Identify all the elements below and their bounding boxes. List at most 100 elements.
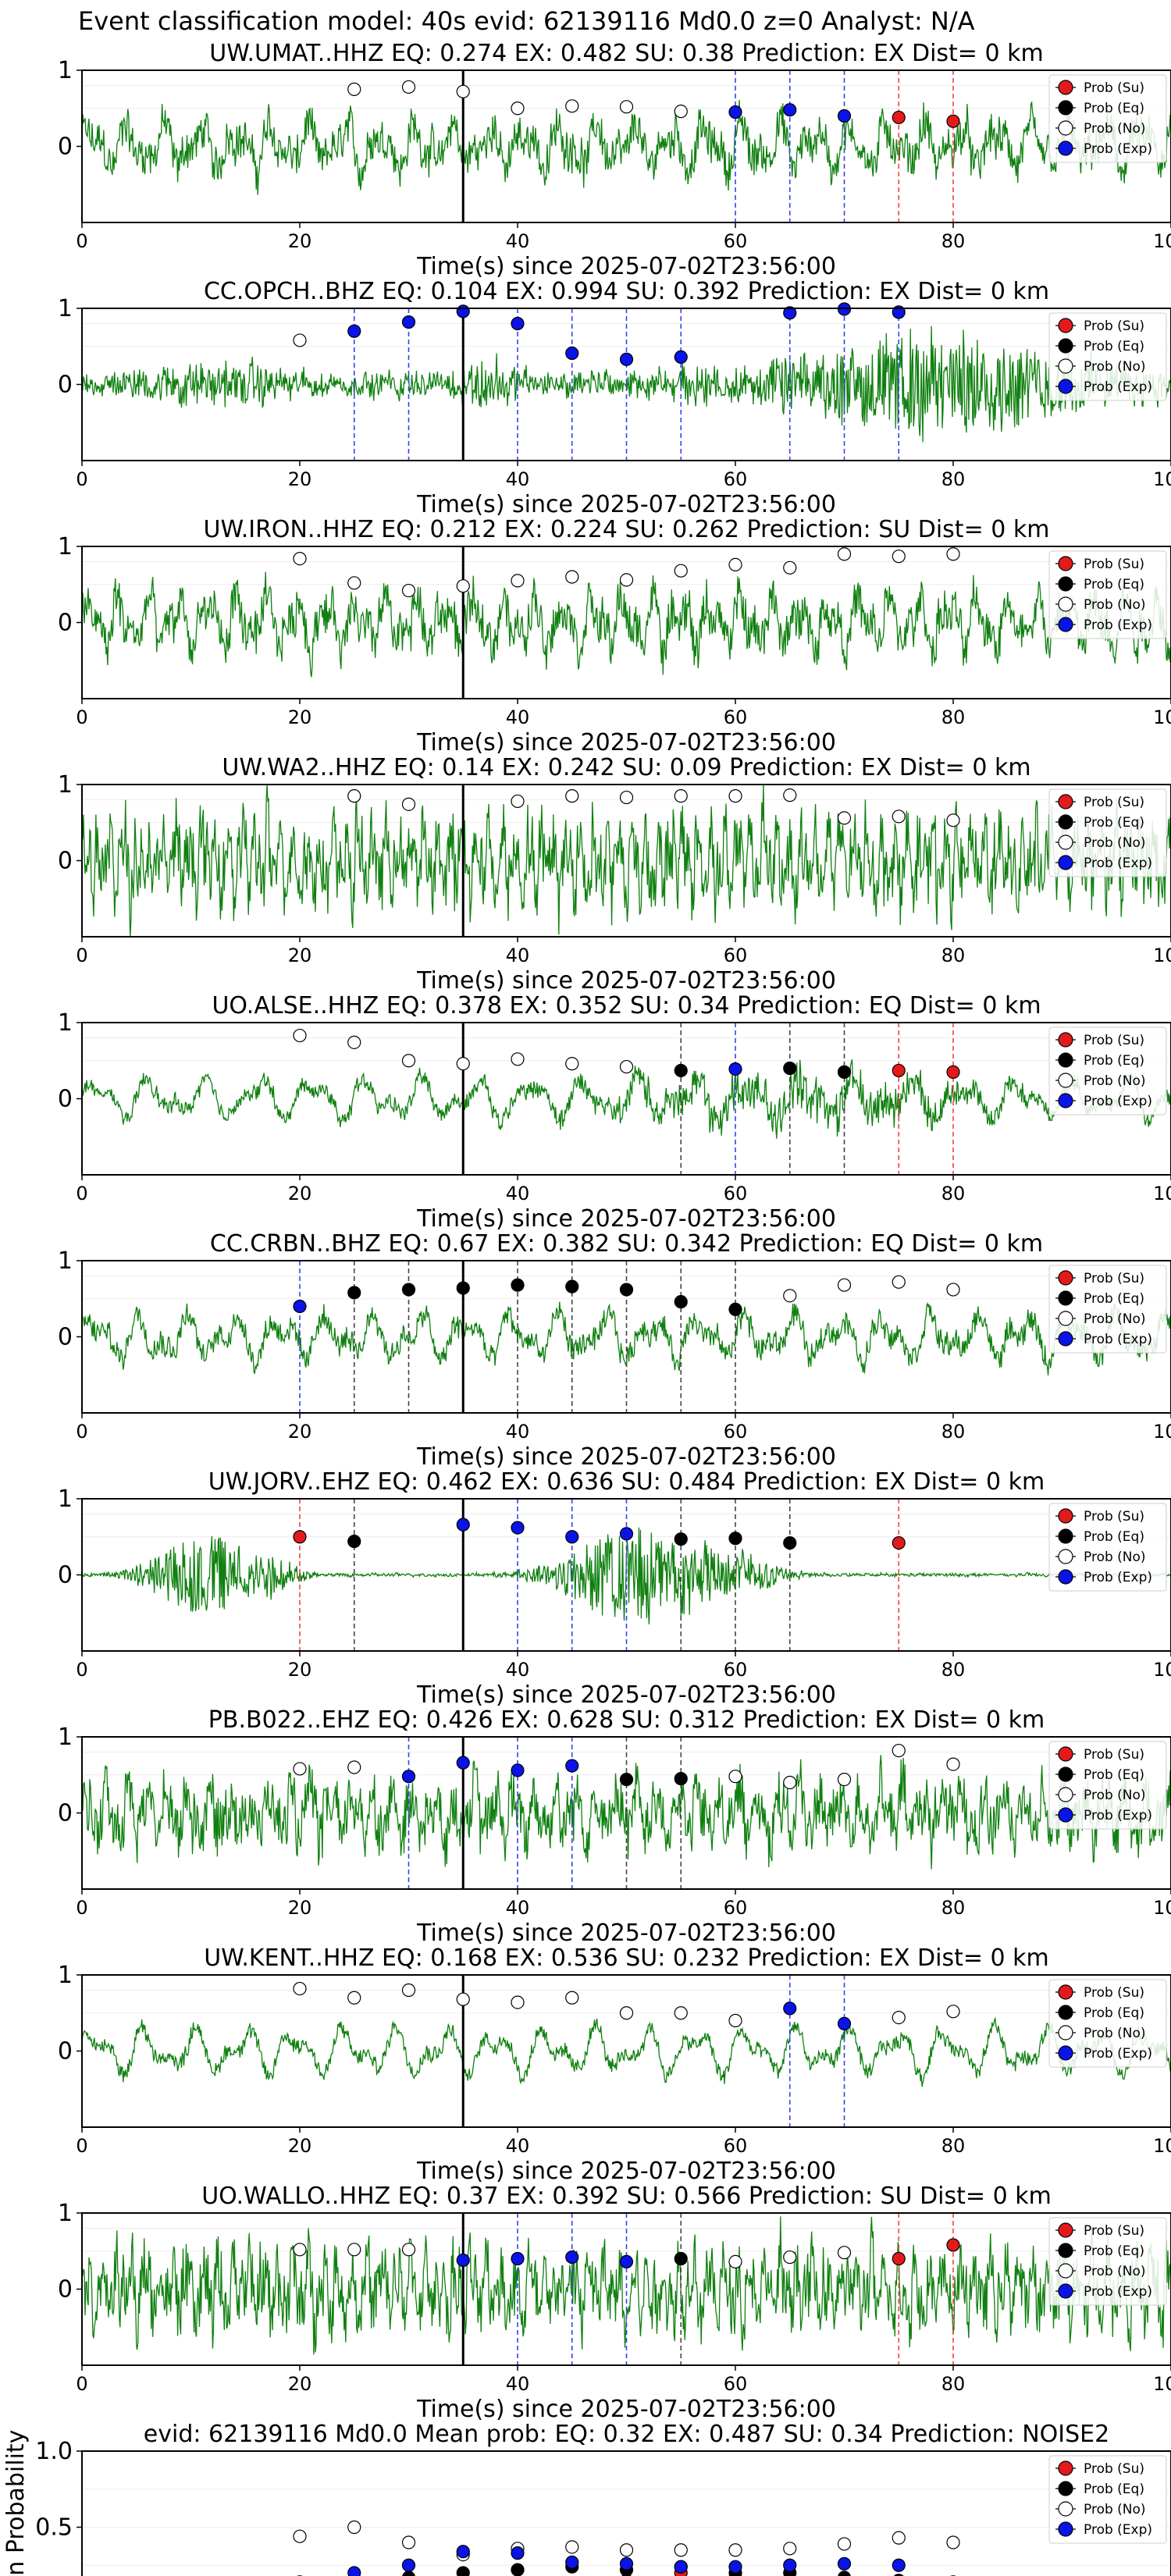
panel-title: UW.KENT..HHZ EQ: 0.168 EX: 0.536 SU: 0.2… [204,1944,1049,1972]
prob-point-exp [783,103,797,117]
legend-marker-no [1058,358,1073,374]
legend-box [1048,1026,1167,1115]
x-tick-label: 80 [941,945,966,966]
legend-marker-no [1058,596,1073,612]
prob-point-no [837,811,852,825]
prob-point-no [347,2243,361,2257]
panel-10: UO.WALLO..HHZ EQ: 0.37 EX: 0.392 SU: 0.5… [58,2183,1171,2423]
prob-point-exp [837,2016,852,2030]
x-tick-label: 20 [288,230,312,252]
legend-label-su: Prob (Su) [1084,1271,1144,1286]
mean-point-no [783,2542,797,2556]
prob-point-no [401,1983,416,1998]
prob-point-no [619,100,634,114]
mean-point-exp [565,2555,579,2569]
prob-point-exp [565,1530,579,1544]
panel-6: CC.CRBN..BHZ EQ: 0.67 EX: 0.382 SU: 0.34… [58,1230,1171,1471]
prob-point-no [347,1991,361,2005]
legend-label-exp: Prob (Exp) [1084,2284,1152,2300]
x-axis-label: Time(s) since 2025-07-02T23:56:00 [416,1681,836,1709]
legend-label-su: Prob (Su) [1084,80,1144,96]
legend-label-exp: Prob (Exp) [1084,2522,1152,2538]
panel-5: UO.ALSE..HHZ EQ: 0.378 EX: 0.352 SU: 0.3… [58,992,1171,1233]
x-tick-label: 60 [724,1183,748,1204]
prob-point-exp [293,1299,307,1314]
prob-point-no [347,82,361,96]
legend-marker-eq [1058,1290,1073,1306]
y-tick-label: 0 [58,1086,73,1113]
y-tick-label: 1.0 [35,2438,73,2465]
x-tick-label: 40 [506,1421,530,1443]
panel-7: UW.JORV..EHZ EQ: 0.462 EX: 0.636 SU: 0.4… [58,1468,1171,1709]
legend-label-no: Prob (No) [1084,1550,1146,1565]
x-tick-label: 20 [288,1659,312,1681]
prob-point-eq [347,1286,361,1300]
mean-point-eq [893,2574,904,2576]
x-tick-label: 40 [506,468,530,490]
prob-point-exp [456,2253,470,2268]
x-tick-label: 40 [506,1897,530,1919]
prob-point-eq [619,1283,634,1297]
panel-4: UW.WA2..HHZ EQ: 0.14 EX: 0.242 SU: 0.09 … [58,754,1171,994]
mean-point-exp [401,2558,416,2572]
legend-label-exp: Prob (Exp) [1084,2046,1152,2062]
y-tick-label: 1 [58,1485,73,1513]
x-tick-label: 0 [76,706,87,728]
x-axis-label: Time(s) since 2025-07-02T23:56:00 [416,729,836,756]
legend-label-no: Prob (No) [1084,2502,1146,2517]
prob-point-no [619,1059,634,1074]
y-tick-label: 0 [58,1324,73,1351]
prob-point-no [837,547,852,561]
prob-point-no [511,1052,525,1066]
x-tick-label: 60 [724,230,748,252]
prob-point-exp [456,1517,470,1532]
waveform-trace [81,2016,1171,2087]
legend-marker-eq [1058,1767,1073,1782]
prob-point-no [674,2006,688,2020]
legend-marker-eq [1058,814,1073,830]
x-tick-label: 0 [76,1421,87,1443]
prob-point-no [783,560,797,575]
x-tick-label: 80 [941,2373,966,2395]
prob-point-no [674,105,688,119]
legend-box [1048,74,1167,163]
waveform-trace [81,99,1171,195]
x-tick-label: 80 [941,1659,966,1681]
prob-point-no [347,576,361,590]
legend-label-no: Prob (No) [1084,597,1146,613]
x-axis-label: Time(s) since 2025-07-02T23:56:00 [416,1205,836,1233]
x-tick-label: 60 [724,706,748,728]
prob-point-exp [401,1770,416,1784]
legend-box [1048,550,1167,639]
prob-point-no [565,789,579,803]
x-tick-label: 40 [506,2135,530,2157]
panel-title: CC.CRBN..BHZ EQ: 0.67 EX: 0.382 SU: 0.34… [210,1230,1043,1258]
prob-point-eq [728,1302,742,1317]
x-tick-label: 60 [724,2135,748,2157]
legend-marker-eq [1058,576,1073,592]
mean-point-no [401,2535,416,2549]
legend-label-exp: Prob (Exp) [1084,617,1152,633]
prob-point-su [946,114,960,128]
prob-point-no [401,797,416,811]
legend-marker-no [1058,2025,1073,2041]
x-tick-label: 100 [1153,706,1171,728]
x-tick-label: 60 [724,468,748,490]
prob-point-exp [511,2251,525,2266]
waveform-trace [81,1527,1171,1624]
prob-point-eq [674,1063,688,1078]
x-tick-label: 100 [1153,945,1171,966]
prob-point-no [293,1762,307,1776]
y-tick-label: 1 [58,771,73,799]
prob-point-su [892,1063,906,1078]
x-tick-label: 80 [941,2135,966,2157]
x-tick-label: 80 [941,706,966,728]
x-tick-label: 80 [941,1183,966,1204]
x-tick-label: 0 [76,468,87,490]
x-tick-label: 40 [506,945,530,966]
legend-marker-exp [1058,379,1073,394]
x-tick-label: 0 [76,2135,87,2157]
prob-point-no [511,1995,525,2009]
legend-marker-no [1058,1311,1073,1326]
